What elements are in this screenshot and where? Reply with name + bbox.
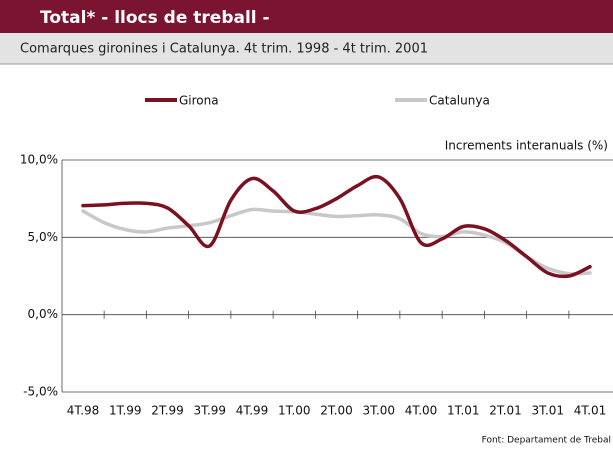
x-tick-label: 4T.00 [405, 404, 438, 418]
y-tick-label: -5,0% [23, 385, 58, 399]
x-tick-label: 3T.01 [531, 404, 564, 418]
legend-label: Catalunya [429, 94, 490, 108]
source: Font: Departament de Trebal [482, 436, 611, 446]
axis-label: Increments interanuals (%) [445, 139, 608, 153]
chart-title: Total* - llocs de treball - [40, 8, 270, 28]
x-tick-label: 2T.00 [320, 404, 353, 418]
y-tick-label: 0,0% [28, 307, 59, 321]
x-tick-label: 1T.99 [109, 404, 142, 418]
x-tick-label: 2T.01 [489, 404, 522, 418]
x-tick-label: 4T.99 [236, 404, 269, 418]
y-tick-label: 10,0% [20, 153, 58, 167]
x-tick-label: 3T.00 [362, 404, 395, 418]
series-line [81, 207, 592, 276]
subtitle-bar [0, 33, 613, 64]
subtitle: Comarques gironines i Catalunya. 4t trim… [20, 42, 428, 57]
x-tick-label: 3T.99 [193, 404, 226, 418]
x-tick-label: 2T.99 [151, 404, 184, 418]
series-line [81, 174, 592, 279]
x-tick-label: 4T.01 [574, 404, 607, 418]
x-tick-label: 4T.98 [67, 404, 100, 418]
header-bar [0, 0, 613, 33]
y-tick-label: 5,0% [28, 230, 59, 244]
legend-label: Girona [179, 94, 219, 108]
x-tick-label: 1T.00 [278, 404, 311, 418]
x-tick-label: 1T.01 [447, 404, 480, 418]
